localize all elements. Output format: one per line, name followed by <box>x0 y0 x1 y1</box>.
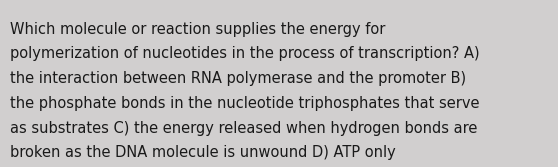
Text: broken as the DNA molecule is unwound D) ATP only: broken as the DNA molecule is unwound D)… <box>10 145 396 160</box>
Text: as substrates C) the energy released when hydrogen bonds are: as substrates C) the energy released whe… <box>10 121 478 136</box>
Text: the interaction between RNA polymerase and the promoter B): the interaction between RNA polymerase a… <box>10 71 466 86</box>
Text: polymerization of nucleotides in the process of transcription? A): polymerization of nucleotides in the pro… <box>10 46 480 61</box>
Text: the phosphate bonds in the nucleotide triphosphates that serve: the phosphate bonds in the nucleotide tr… <box>10 96 479 111</box>
Text: Which molecule or reaction supplies the energy for: Which molecule or reaction supplies the … <box>10 22 386 37</box>
